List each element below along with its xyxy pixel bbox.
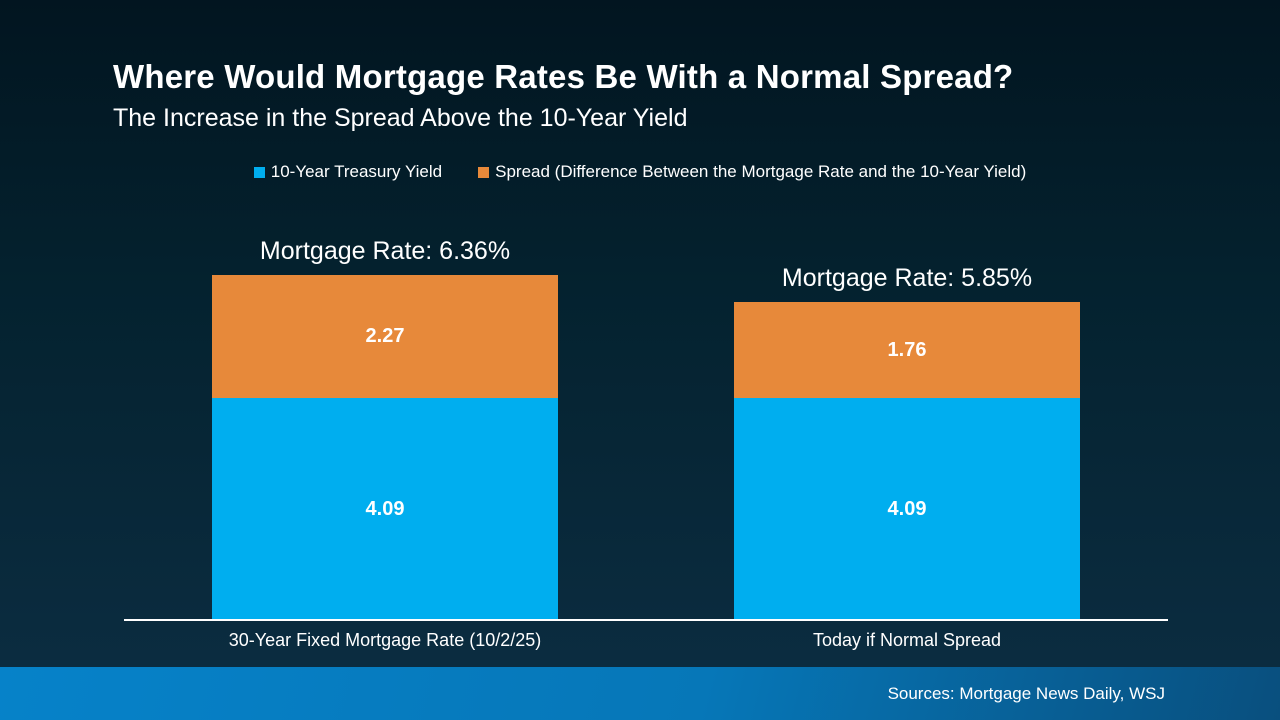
- spread-swatch-icon: [478, 166, 490, 178]
- chart-legend: 10-Year Treasury Yield Spread (Difference…: [0, 162, 1280, 182]
- x-axis-label: Today if Normal Spread: [812, 630, 1002, 650]
- page-subtitle: The Increase in the Spread Above the 10-…: [113, 104, 688, 132]
- x-axis-labels: 30-Year Fixed Mortgage Rate (10/2/25) Tod…: [124, 630, 1168, 660]
- value-label-spread: 2.27: [365, 325, 405, 347]
- plot-area: 4.09 2.27 Mortgage Rate: 6.36% 4.09 1.76 Mort…: [124, 0, 1168, 620]
- mortgage-rate-label: Mortgage Rate: 6.36%: [259, 237, 511, 265]
- page-title: Where Would Mortgage Rates Be With a Nor…: [113, 58, 1014, 95]
- value-label-spread: 1.76: [887, 338, 927, 361]
- x-axis-label: 30-Year Fixed Mortgage Rate (10/2/25): [228, 630, 542, 650]
- legend-label: Spread (Difference Between the Mortgage …: [495, 162, 1027, 181]
- bar-segment-yield: 4.09: [212, 398, 558, 620]
- mortgage-rate-label: Mortgage Rate: 5.85%: [781, 264, 1033, 292]
- footer-bar: Sources: Mortgage News Daily, WSJ: [0, 667, 1280, 720]
- legend-item-yield: 10-Year Treasury Yield: [253, 162, 443, 182]
- value-label-yield: 4.09: [365, 497, 405, 520]
- sources-text: Sources: Mortgage News Daily, WSJ: [887, 683, 1165, 703]
- legend-label: 10-Year Treasury Yield: [270, 162, 443, 181]
- value-label-yield: 4.09: [887, 497, 927, 520]
- bar-segment-spread: 1.76: [734, 302, 1080, 398]
- legend-item-spread: Spread (Difference Between the Mortgage …: [478, 162, 1026, 182]
- yield-swatch-icon: [253, 166, 265, 178]
- x-axis-line: [124, 619, 1168, 621]
- bar-segment-spread: 2.27: [212, 275, 558, 398]
- bar-segment-yield: 4.09: [734, 398, 1080, 620]
